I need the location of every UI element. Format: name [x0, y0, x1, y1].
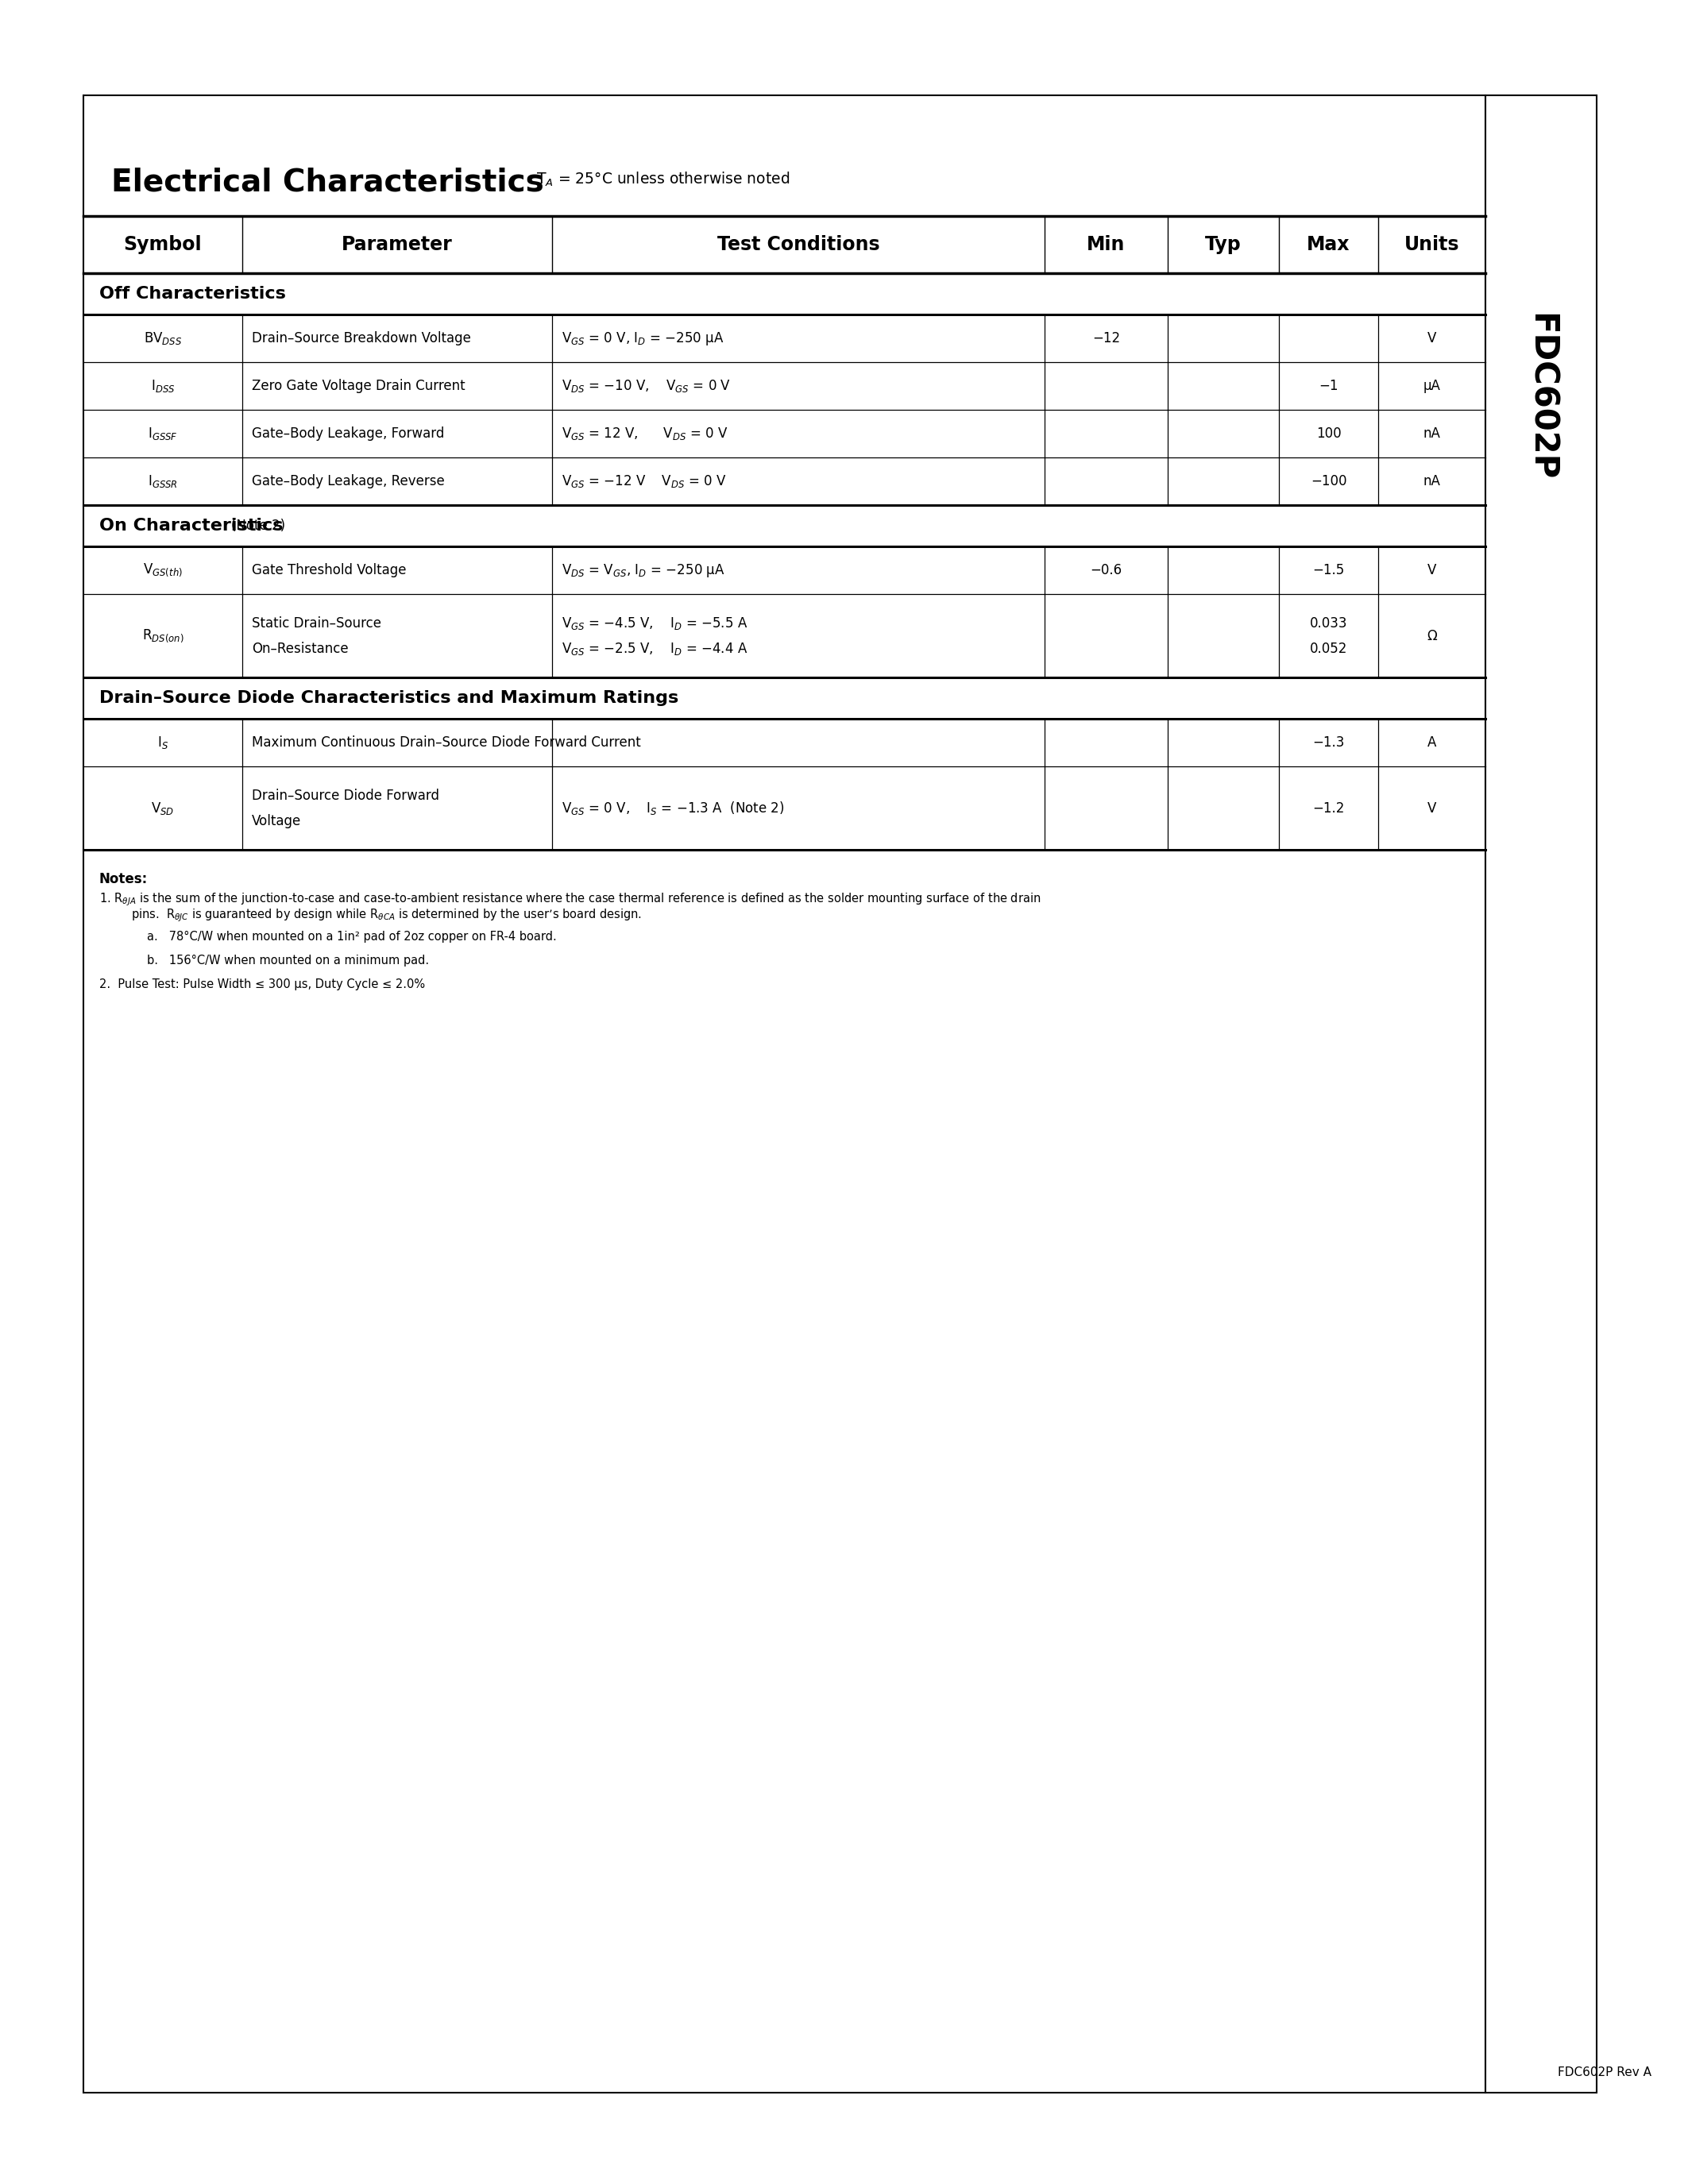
Text: Units: Units [1404, 236, 1460, 253]
Text: FDC602P Rev A: FDC602P Rev A [1558, 2066, 1651, 2079]
Text: Gate Threshold Voltage: Gate Threshold Voltage [252, 563, 407, 577]
Text: Notes:: Notes: [100, 871, 149, 887]
Text: V$_{GS}$ = −12 V    V$_{DS}$ = 0 V: V$_{GS}$ = −12 V V$_{DS}$ = 0 V [562, 474, 728, 489]
Text: Ω: Ω [1426, 629, 1436, 642]
Text: −1.3: −1.3 [1313, 736, 1345, 749]
Text: V$_{GS}$ = 0 V, I$_{D}$ = −250 μA: V$_{GS}$ = 0 V, I$_{D}$ = −250 μA [562, 330, 724, 347]
Text: Typ: Typ [1205, 236, 1241, 253]
Text: I$_{S}$: I$_{S}$ [157, 734, 169, 751]
Text: 2.  Pulse Test: Pulse Width ≤ 300 μs, Duty Cycle ≤ 2.0%: 2. Pulse Test: Pulse Width ≤ 300 μs, Dut… [100, 978, 425, 989]
Text: V$_{SD}$: V$_{SD}$ [152, 799, 174, 817]
Text: V$_{GS}$ = −4.5 V,    I$_{D}$ = −5.5 A: V$_{GS}$ = −4.5 V, I$_{D}$ = −5.5 A [562, 616, 748, 631]
Text: 1. R$_{\theta JA}$ is the sum of the junction-to-case and case-to-ambient resist: 1. R$_{\theta JA}$ is the sum of the jun… [100, 891, 1041, 906]
Text: Symbol: Symbol [123, 236, 203, 253]
Text: b.   156°C/W when mounted on a minimum pad.: b. 156°C/W when mounted on a minimum pad… [147, 954, 429, 968]
Text: V$_{DS}$ = V$_{GS}$, I$_{D}$ = −250 μA: V$_{DS}$ = V$_{GS}$, I$_{D}$ = −250 μA [562, 561, 726, 579]
Text: 0.033: 0.033 [1310, 616, 1347, 631]
Bar [83, 96, 1485, 2092]
Text: Parameter: Parameter [341, 236, 452, 253]
Text: 100: 100 [1317, 426, 1340, 441]
Text: I$_{GSSF}$: I$_{GSSF}$ [149, 426, 177, 441]
Text: Gate–Body Leakage, Reverse: Gate–Body Leakage, Reverse [252, 474, 444, 489]
Text: Drain–Source Diode Forward: Drain–Source Diode Forward [252, 788, 439, 802]
Text: FDC602P: FDC602P [1524, 312, 1558, 480]
Text: −100: −100 [1310, 474, 1347, 489]
Text: a.   78°C/W when mounted on a 1in² pad of 2oz copper on FR-4 board.: a. 78°C/W when mounted on a 1in² pad of … [147, 930, 557, 943]
Text: V$_{GS}$ = −2.5 V,    I$_{D}$ = −4.4 A: V$_{GS}$ = −2.5 V, I$_{D}$ = −4.4 A [562, 640, 748, 657]
Bar [1485, 96, 1597, 2092]
Text: Electrical Characteristics: Electrical Characteristics [111, 166, 544, 197]
Text: nA: nA [1423, 426, 1440, 441]
Text: V: V [1428, 563, 1436, 577]
Text: Static Drain–Source: Static Drain–Source [252, 616, 381, 631]
Text: On–Resistance: On–Resistance [252, 642, 348, 655]
Text: −0.6: −0.6 [1090, 563, 1123, 577]
Text: Test Conditions: Test Conditions [717, 236, 879, 253]
Text: Drain–Source Diode Characteristics and Maximum Ratings: Drain–Source Diode Characteristics and M… [100, 690, 679, 705]
Text: V$_{GS(th)}$: V$_{GS(th)}$ [143, 561, 182, 579]
Text: Off Characteristics: Off Characteristics [100, 286, 285, 301]
Text: Voltage: Voltage [252, 815, 300, 828]
Text: Min: Min [1087, 236, 1126, 253]
Text: R$_{DS(on)}$: R$_{DS(on)}$ [142, 627, 184, 644]
Text: On Characteristics: On Characteristics [100, 518, 284, 533]
Text: 0.052: 0.052 [1310, 642, 1347, 655]
Text: nA: nA [1423, 474, 1440, 489]
Text: V$_{GS}$ = 12 V,      V$_{DS}$ = 0 V: V$_{GS}$ = 12 V, V$_{DS}$ = 0 V [562, 426, 728, 441]
Text: pins.  R$_{\theta JC}$ is guaranteed by design while R$_{\theta CA}$ is determin: pins. R$_{\theta JC}$ is guaranteed by d… [132, 906, 641, 924]
Text: −12: −12 [1092, 332, 1121, 345]
Text: I$_{DSS}$: I$_{DSS}$ [150, 378, 176, 393]
Text: −1.5: −1.5 [1313, 563, 1345, 577]
Text: −1.2: −1.2 [1313, 802, 1345, 815]
Text: Maximum Continuous Drain–Source Diode Forward Current: Maximum Continuous Drain–Source Diode Fo… [252, 736, 641, 749]
Text: V$_{DS}$ = −10 V,    V$_{GS}$ = 0 V: V$_{DS}$ = −10 V, V$_{GS}$ = 0 V [562, 378, 731, 393]
Text: V: V [1428, 802, 1436, 815]
Text: −1: −1 [1318, 378, 1339, 393]
Text: μA: μA [1423, 378, 1440, 393]
Text: V: V [1428, 332, 1436, 345]
Text: Zero Gate Voltage Drain Current: Zero Gate Voltage Drain Current [252, 378, 466, 393]
Text: I$_{GSSR}$: I$_{GSSR}$ [149, 474, 177, 489]
Text: (Note 2): (Note 2) [231, 518, 285, 533]
Text: BV$_{DSS}$: BV$_{DSS}$ [143, 330, 182, 347]
Text: Drain–Source Breakdown Voltage: Drain–Source Breakdown Voltage [252, 332, 471, 345]
Text: T$_A$ = 25°C unless otherwise noted: T$_A$ = 25°C unless otherwise noted [537, 170, 790, 188]
Text: Max: Max [1307, 236, 1350, 253]
Text: A: A [1428, 736, 1436, 749]
Text: Gate–Body Leakage, Forward: Gate–Body Leakage, Forward [252, 426, 444, 441]
Text: V$_{GS}$ = 0 V,    I$_{S}$ = −1.3 A  (Note 2): V$_{GS}$ = 0 V, I$_{S}$ = −1.3 A (Note 2… [562, 799, 785, 817]
